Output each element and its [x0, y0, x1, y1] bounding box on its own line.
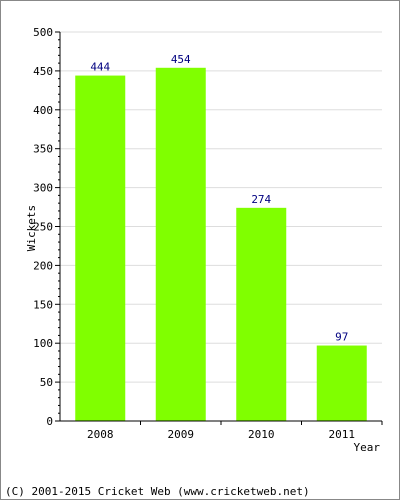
bar — [75, 75, 126, 422]
bar — [316, 345, 367, 421]
y-tick-label: 150 — [33, 298, 53, 311]
x-tick-label: 2009 — [168, 428, 195, 441]
bar — [155, 67, 206, 422]
x-tick-label: 2008 — [87, 428, 114, 441]
y-tick-label: 50 — [40, 376, 53, 389]
y-axis-title: Wickets — [25, 205, 38, 251]
y-tick-label: 200 — [33, 259, 53, 272]
y-tick-label: 0 — [46, 415, 53, 428]
y-tick-label: 500 — [33, 26, 53, 39]
y-tick-label: 450 — [33, 65, 53, 78]
y-tick-label: 350 — [33, 143, 53, 156]
data-label: 274 — [251, 193, 271, 206]
y-tick-label: 300 — [33, 182, 53, 195]
copyright-credit: (C) 2001-2015 Cricket Web (www.cricketwe… — [5, 485, 310, 498]
x-tick-label: 2011 — [329, 428, 356, 441]
y-tick-label: 250 — [33, 221, 53, 234]
bar-chart: 0 50 100 150 200 250 300 350 400 450 500 444 2008 454… — [25, 26, 383, 454]
x-axis-title: Year — [354, 441, 381, 454]
data-label: 97 — [335, 331, 348, 344]
x-tick-label: 2010 — [248, 428, 275, 441]
y-tick-label: 100 — [33, 337, 53, 350]
bar — [236, 207, 287, 421]
y-tick-label: 400 — [33, 104, 53, 117]
data-label: 444 — [90, 61, 110, 74]
data-label: 454 — [171, 53, 191, 66]
